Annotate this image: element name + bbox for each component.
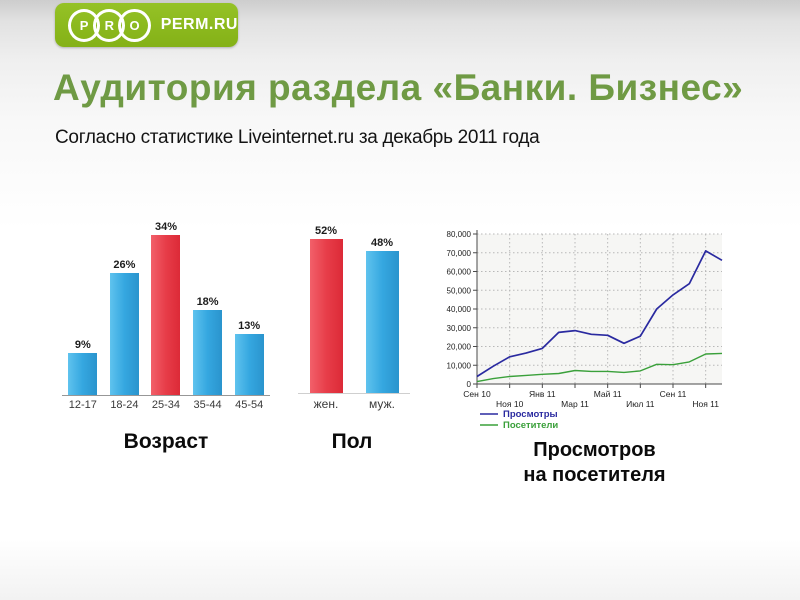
axes — [473, 230, 722, 388]
bar-category-label: жен. — [313, 397, 339, 411]
gridlines — [477, 233, 722, 384]
line-chart-caption: Просмотров на посетителя — [523, 439, 666, 486]
bar-group: 34% — [145, 221, 187, 395]
gender-bar-chart: 52% 48% жен. муж. — [298, 219, 410, 411]
x-tick-label: Сен 10 — [463, 389, 491, 399]
age-bars: 9% 26% 34% 18% 13% — [62, 217, 270, 396]
age-chart-caption: Возраст — [123, 430, 209, 453]
bar — [193, 310, 223, 395]
bar — [365, 251, 399, 393]
gender-chart-caption: Пол — [331, 430, 373, 453]
bar-value-label: 9% — [74, 339, 91, 351]
properm-logo: P R O PERM.RU — [55, 3, 238, 47]
age-bar-chart: 9% 26% 34% 18% 13% 12-17 18-24 25-34 35-44 45-54 — [62, 217, 270, 411]
traffic-line-chart: 0 10,000 20,000 30,000 40,000 50,000 60,000 70,… — [447, 230, 723, 431]
x-tick-label: Ноя 10 — [496, 399, 524, 409]
series-line-0 — [476, 250, 723, 378]
gender-category-labels: жен. муж. — [298, 397, 410, 411]
bar-value-label: 26% — [113, 259, 136, 271]
age-category-labels: 12-17 18-24 25-34 35-44 45-54 — [62, 399, 270, 411]
x-axis-labels: Сен 10 Ноя 10 Янв 11 Мар 11 Май 11 Июл 11 Сен … — [463, 389, 719, 409]
bar-category-label: 12-17 — [68, 399, 97, 411]
x-tick-label: Июл 11 — [626, 399, 655, 409]
bar — [109, 273, 139, 395]
bar-group: 52% — [298, 225, 354, 393]
x-tick-label: Ноя 11 — [692, 399, 719, 409]
y-tick-label: 30,000 — [447, 324, 472, 333]
y-tick-label: 50,000 — [447, 286, 472, 295]
legend-label: Посетители — [503, 420, 558, 431]
legend-label: Просмотры — [503, 409, 558, 420]
bar-group: 18% — [187, 296, 229, 395]
x-tick-label: Янв 11 — [529, 389, 556, 399]
bar-value-label: 48% — [370, 237, 394, 249]
bar-category-label: 25-34 — [151, 399, 181, 411]
bar-group: 48% — [354, 237, 410, 393]
bar-category-label: 18-24 — [110, 399, 139, 411]
logo-text: PERM.RU — [160, 16, 238, 33]
y-tick-label: 70,000 — [447, 249, 472, 258]
y-tick-label: 40,000 — [447, 305, 472, 314]
bar — [234, 334, 264, 395]
y-tick-label: 80,000 — [447, 230, 472, 239]
y-axis-labels: 0 10,000 20,000 30,000 40,000 50,000 60,000 70,… — [447, 230, 472, 389]
logo-circle-o: O — [118, 8, 151, 42]
subtitle: Согласно статистике Liveinternet.ru за д… — [55, 127, 540, 148]
y-tick-label: 20,000 — [447, 343, 472, 352]
bar — [309, 239, 343, 393]
bar-group: 9% — [62, 339, 104, 395]
bar — [68, 353, 98, 395]
bar-group: 13% — [228, 320, 270, 395]
series-line-1 — [476, 352, 723, 383]
x-tick-label: Мар 11 — [561, 399, 589, 409]
bar-category-label: 45-54 — [235, 399, 264, 411]
y-tick-label: 0 — [467, 380, 472, 389]
bar-value-label: 18% — [196, 296, 219, 308]
bar-group: 26% — [104, 259, 146, 395]
x-tick-label: Май 11 — [594, 389, 622, 399]
bar-value-label: 13% — [238, 320, 261, 332]
bar-category-label: 35-44 — [193, 399, 222, 411]
y-tick-label: 10,000 — [447, 361, 472, 370]
page-title: Аудитория раздела «Банки. Бизнес» — [53, 67, 744, 108]
bar — [151, 235, 181, 395]
y-tick-label: 60,000 — [447, 268, 472, 277]
bar-value-label: 52% — [314, 225, 338, 237]
x-tick-label: Сен 11 — [660, 389, 687, 399]
bar-value-label: 34% — [154, 221, 177, 233]
bar-category-label: муж. — [369, 397, 395, 411]
gender-bars: 52% 48% — [298, 219, 410, 394]
